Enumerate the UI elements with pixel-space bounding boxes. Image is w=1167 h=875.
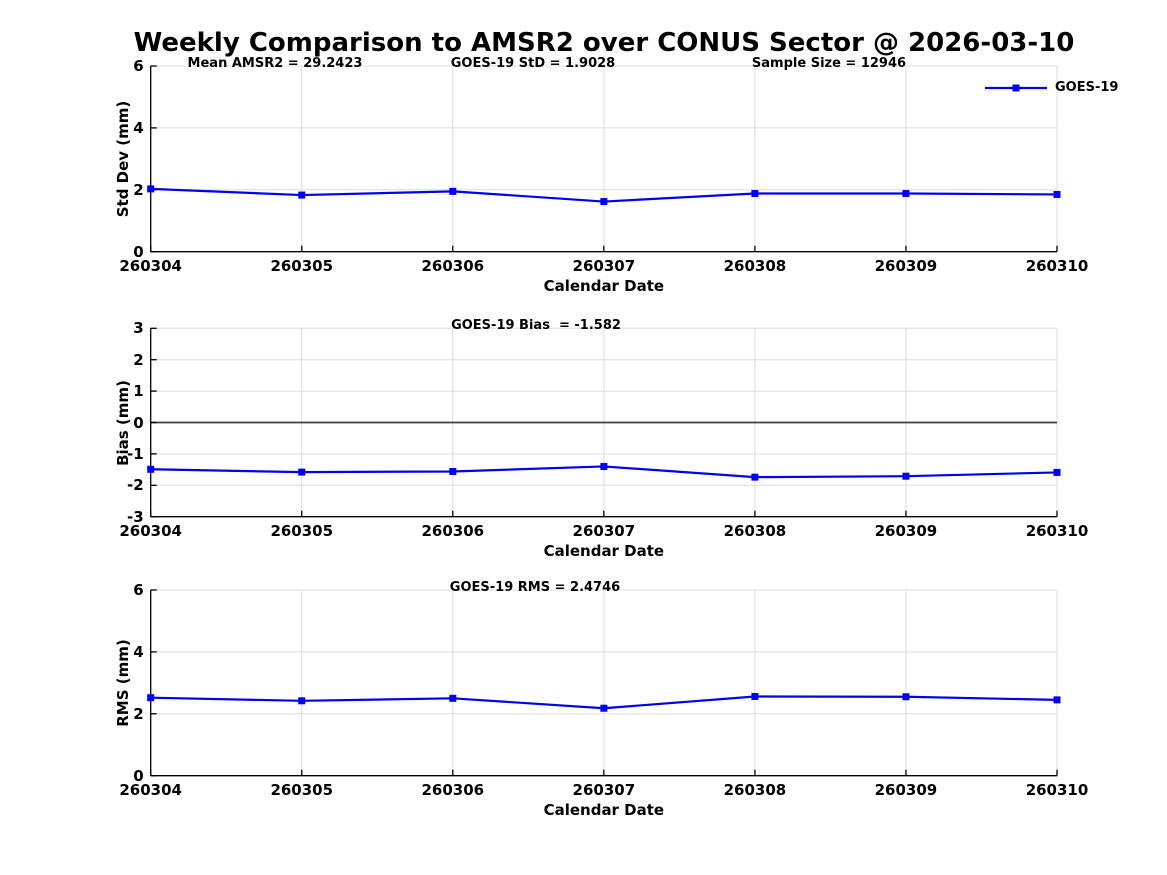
x-tick-label: 260308 (723, 256, 787, 275)
x-tick-label: 260307 (572, 256, 636, 275)
data-point-marker (449, 694, 457, 702)
y-tick-label: -2 (127, 476, 144, 495)
y-tick-label: 2 (133, 350, 144, 369)
x-tick-label: 260308 (723, 521, 787, 540)
data-point-marker (902, 190, 910, 198)
y-tick-label: 2 (133, 704, 144, 723)
x-tick-label: 260304 (119, 256, 182, 275)
x-tick-label: 260305 (270, 780, 334, 799)
y-axis-label: Std Dev (mm) (114, 100, 132, 218)
data-point-marker (902, 472, 910, 480)
data-point-marker (600, 198, 608, 206)
legend-label: GOES-19 (1055, 80, 1119, 95)
y-axis-label: RMS (mm) (114, 639, 132, 727)
y-tick-label: 0 (133, 766, 144, 785)
y-tick-label: 4 (133, 642, 144, 661)
data-point-marker (147, 185, 155, 193)
data-point-marker (600, 704, 608, 712)
x-tick-label: 260306 (421, 780, 485, 799)
legend: GOES-19 (984, 80, 1118, 95)
x-tick-label: 260310 (1025, 256, 1089, 275)
chart-title: Weekly Comparison to AMSR2 over CONUS Se… (133, 28, 1075, 58)
x-tick-label: 260307 (572, 780, 636, 799)
annotation: GOES-19 RMS = 2.4746 (449, 580, 621, 595)
annotation: GOES-19 StD = 1.9028 (450, 56, 616, 71)
x-tick-label: 260310 (1025, 780, 1089, 799)
data-point-marker (600, 462, 608, 470)
legend-marker-icon (1012, 84, 1020, 91)
x-axis-label: Calendar Date (543, 541, 665, 560)
data-point-marker (449, 187, 457, 195)
data-point-marker (298, 468, 306, 476)
y-axis-label: Bias (mm) (114, 379, 132, 466)
y-tick-label: 2 (133, 180, 144, 199)
x-tick-label: 260305 (270, 521, 334, 540)
data-point-marker (1053, 696, 1061, 704)
x-tick-label: 260307 (572, 521, 636, 540)
data-point-marker (147, 465, 155, 473)
data-point-marker (147, 694, 155, 702)
y-tick-label: 4 (133, 118, 144, 137)
data-point-marker (751, 190, 759, 198)
x-tick-label: 260306 (421, 256, 485, 275)
legend-line-sample (985, 84, 1047, 91)
data-point-marker (449, 467, 457, 475)
data-point-marker (902, 693, 910, 701)
y-tick-label: 0 (133, 242, 144, 261)
y-tick-label: 3 (133, 319, 144, 338)
data-point-marker (1053, 190, 1061, 198)
x-axis-label: Calendar Date (543, 276, 665, 295)
y-tick-label: 0 (133, 413, 144, 432)
annotation: Mean AMSR2 = 29.2423 (187, 56, 363, 71)
y-tick-label: 6 (133, 581, 144, 599)
x-tick-label: 260305 (270, 256, 334, 275)
x-tick-label: 260306 (421, 521, 485, 540)
data-point-marker (298, 191, 306, 199)
x-tick-label: 260308 (723, 780, 787, 799)
y-tick-label: 1 (133, 382, 144, 401)
x-tick-label: 260304 (119, 780, 182, 799)
x-axis-label: Calendar Date (543, 800, 665, 819)
data-point-marker (1053, 468, 1061, 476)
x-tick-label: 260304 (119, 521, 182, 540)
y-tick-label: -3 (127, 507, 144, 526)
annotation: Sample Size = 12946 (751, 56, 907, 71)
data-point-marker (298, 697, 306, 705)
y-tick-label: -1 (127, 444, 144, 463)
x-tick-label: 260310 (1025, 521, 1089, 540)
y-tick-label: 6 (133, 57, 144, 75)
x-tick-label: 260309 (874, 521, 938, 540)
data-point-marker (751, 473, 759, 481)
x-tick-label: 260309 (874, 256, 938, 275)
annotation: GOES-19 Bias = -1.582 (451, 318, 621, 334)
data-point-marker (751, 692, 759, 700)
x-tick-label: 260309 (874, 780, 938, 799)
